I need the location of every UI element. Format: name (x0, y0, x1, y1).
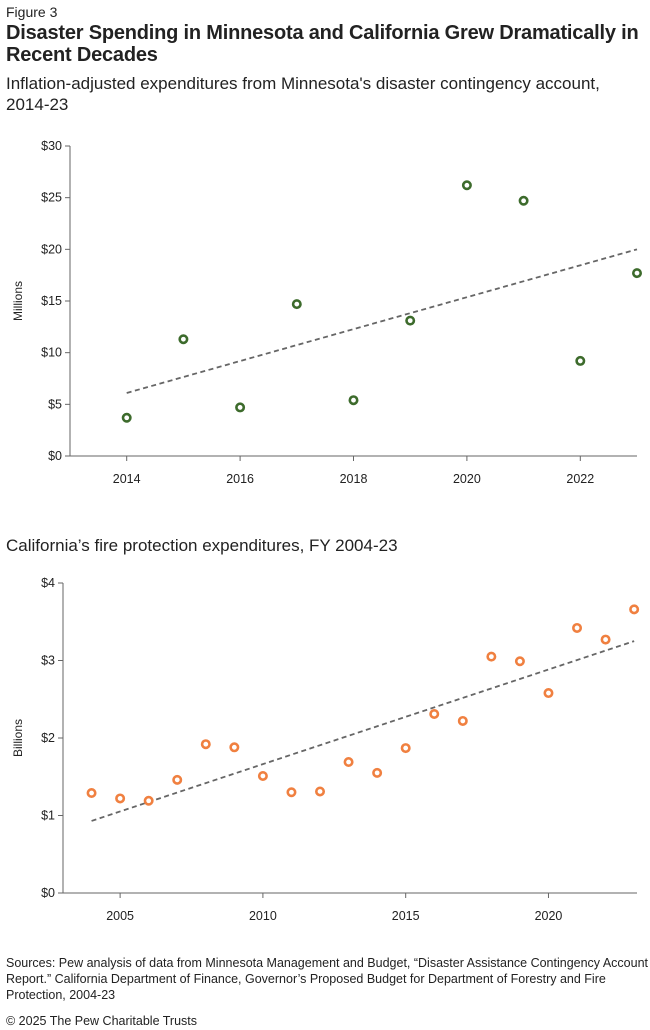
ca-data-point (257, 770, 268, 781)
mn-data-point (405, 315, 416, 326)
mn-y-tick-label: $15 (41, 294, 62, 308)
mn-data-point (575, 355, 586, 366)
minnesota-subtitle: Inflation-adjusted expenditures from Min… (6, 74, 600, 114)
mn-y-tick-label: $10 (41, 346, 62, 360)
mn-y-tick-label: $20 (41, 242, 62, 256)
california-subtitle: California’s fire protection expenditure… (6, 536, 398, 555)
mn-y-axis-label: Millions (11, 281, 25, 321)
mn-data-point (178, 334, 189, 345)
ca-data-point (572, 622, 583, 633)
ca-data-point (457, 715, 468, 726)
ca-data-point (372, 767, 383, 778)
mn-y-tick-label: $25 (41, 191, 62, 205)
ca-x-tick-label: 2020 (535, 909, 563, 923)
figure-label: Figure 3 (6, 4, 58, 20)
mn-x-tick-label: 2018 (340, 472, 368, 486)
ca-data-point (429, 708, 440, 719)
ca-data-point (629, 604, 640, 615)
mn-data-point (631, 268, 642, 279)
mn-x-tick-label: 2020 (453, 472, 481, 486)
ca-data-point (600, 634, 611, 645)
ca-y-tick-label: $3 (41, 654, 55, 668)
ca-data-point (400, 743, 411, 754)
mn-x-tick-label: 2016 (226, 472, 254, 486)
ca-data-point (200, 739, 211, 750)
mn-data-point (235, 402, 246, 413)
mn-x-tick-label: 2022 (566, 472, 594, 486)
ca-data-point (86, 788, 97, 799)
mn-data-point (518, 195, 529, 206)
copyright: © 2025 The Pew Charitable Trusts (6, 1014, 198, 1028)
ca-data-point (514, 656, 525, 667)
california-scatter-chart: $0 $1 $2 $3 $4 2005 2010 2015 2020 Billions (11, 576, 640, 923)
ca-data-point (286, 787, 297, 798)
ca-y-axis-label: Billions (11, 719, 25, 757)
mn-data-point (291, 299, 302, 310)
mn-data-point (121, 412, 132, 423)
ca-data-point (172, 774, 183, 785)
mn-x-tick-label: 2014 (113, 472, 141, 486)
ca-data-point (543, 688, 554, 699)
ca-y-tick-label: $4 (41, 576, 55, 590)
mn-y-tick-label: $30 (41, 139, 62, 153)
ca-y-tick-label: $0 (41, 886, 55, 900)
ca-x-tick-label: 2005 (106, 909, 134, 923)
ca-y-tick-label: $1 (41, 809, 55, 823)
ca-data-point (343, 757, 354, 768)
ca-y-tick-label: $2 (41, 731, 55, 745)
ca-data-point (115, 793, 126, 804)
chart-title: Disaster Spending in Minnesota and Calif… (6, 22, 639, 66)
ca-data-point (486, 651, 497, 662)
mn-data-point (348, 395, 359, 406)
mn-trend-line (126, 248, 638, 394)
ca-x-tick-label: 2010 (249, 909, 277, 923)
mn-y-tick-label: $0 (48, 449, 62, 463)
mn-data-point (461, 180, 472, 191)
ca-data-point (315, 786, 326, 797)
source-note: Sources: Pew analysis of data from Minne… (6, 956, 649, 1002)
minnesota-scatter-chart: $0 $5 $10 $15 $20 $25 $30 2014 2016 2018 2020 2022 M… (11, 139, 642, 486)
ca-x-tick-label: 2015 (392, 909, 420, 923)
mn-y-tick-label: $5 (48, 397, 62, 411)
ca-data-point (143, 795, 154, 806)
ca-trend-line (91, 640, 635, 822)
ca-data-point (229, 742, 240, 753)
